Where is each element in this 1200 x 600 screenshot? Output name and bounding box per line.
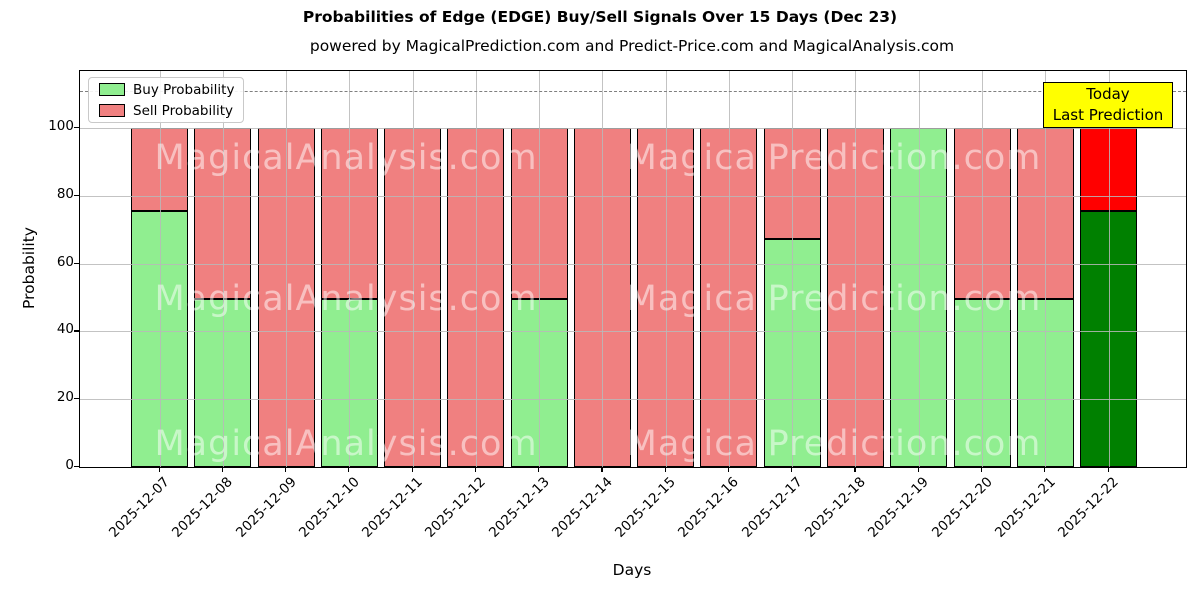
legend-label-buy: Buy Probability: [133, 81, 235, 98]
watermark-text: MagicalPrediction.com: [626, 424, 1042, 464]
plot-area: MagicalAnalysis.com MagicalPrediction.com…: [79, 70, 1187, 468]
x-tick: [854, 467, 856, 472]
x-tick-label: 2025-12-11: [359, 474, 426, 541]
x-tick-label: 2025-12-19: [865, 474, 933, 541]
x-tick-label: 2025-12-22: [1055, 474, 1122, 541]
y-tick: [74, 194, 79, 196]
x-tick: [538, 467, 540, 472]
v-gridline: [728, 71, 730, 467]
h-gridline: [80, 195, 1186, 197]
y-tick-label: 80: [56, 185, 74, 202]
v-gridline: [286, 71, 288, 467]
x-tick: [411, 467, 413, 472]
watermark-text: MagicalPrediction.com: [626, 138, 1042, 178]
x-tick-label: 2025-12-17: [738, 474, 806, 541]
y-tick-label: 20: [56, 389, 74, 406]
x-tick-label: 2025-12-09: [232, 474, 300, 541]
v-gridline: [159, 71, 161, 467]
x-tick: [917, 467, 919, 472]
threshold-dashed-line: [80, 90, 1186, 92]
v-gridline: [792, 71, 794, 467]
x-tick: [981, 467, 983, 472]
h-gridline: [80, 263, 1186, 265]
y-tick-label: 60: [56, 253, 74, 270]
today-annotation-line2: Last Prediction: [1052, 106, 1164, 124]
y-tick: [74, 466, 79, 468]
v-gridline: [349, 71, 351, 467]
buy-swatch-icon: [99, 83, 125, 96]
x-tick-label: 2025-12-12: [422, 474, 490, 541]
x-tick-label: 2025-12-21: [991, 474, 1059, 541]
h-gridline: [80, 399, 1186, 401]
v-gridline: [982, 71, 983, 467]
x-tick: [221, 467, 223, 472]
x-tick: [158, 467, 160, 472]
x-tick-label: 2025-12-14: [548, 474, 616, 541]
legend-item-sell: Sell Probability: [99, 103, 233, 119]
y-tick: [74, 127, 79, 129]
today-annotation: Today Last Prediction: [1043, 82, 1173, 128]
x-tick: [791, 467, 793, 472]
v-gridline: [539, 71, 541, 467]
v-gridline: [855, 71, 857, 467]
y-tick: [74, 262, 79, 264]
v-gridline: [1108, 71, 1110, 467]
legend: Buy Probability Sell Probability: [88, 77, 244, 123]
watermark-text: MagicalAnalysis.com: [154, 279, 538, 319]
legend-label-sell: Sell Probability: [133, 102, 234, 119]
watermark-text: MagicalAnalysis.com: [154, 138, 538, 178]
x-tick-label: 2025-12-08: [169, 474, 237, 541]
legend-item-buy: Buy Probability: [99, 81, 235, 98]
x-tick: [727, 467, 730, 472]
v-gridline: [602, 71, 604, 467]
h-gridline: [80, 331, 1186, 333]
x-tick: [348, 467, 350, 472]
x-tick-label: 2025-12-10: [295, 474, 363, 541]
v-gridline: [665, 71, 667, 467]
x-axis-label: Days: [612, 561, 652, 579]
v-gridline: [475, 71, 477, 467]
x-tick-label: 2025-12-13: [485, 474, 553, 541]
x-tick-label: 2025-12-20: [928, 474, 996, 541]
h-gridline: [80, 128, 1186, 129]
sell-swatch-icon: [99, 104, 125, 117]
x-tick: [664, 467, 666, 472]
y-tick-label: 40: [56, 321, 74, 338]
x-tick-label: 2025-12-16: [675, 474, 743, 541]
watermark-text: MagicalPrediction.com: [626, 279, 1042, 319]
y-tick: [74, 398, 79, 400]
v-gridline: [222, 71, 224, 467]
x-tick: [1044, 467, 1046, 472]
y-tick: [74, 330, 79, 332]
x-tick-label: 2025-12-15: [612, 474, 679, 541]
y-tick-label: 0: [65, 457, 74, 473]
watermark-text: MagicalAnalysis.com: [154, 424, 538, 464]
v-gridline: [918, 71, 920, 467]
x-tick: [601, 467, 603, 472]
v-gridline: [1045, 71, 1047, 467]
x-tick-label: 2025-12-18: [801, 474, 869, 541]
x-tick-label: 2025-12-07: [106, 474, 173, 541]
x-tick: [285, 467, 287, 472]
v-gridline: [412, 71, 414, 467]
x-tick: [474, 467, 477, 472]
today-annotation-line1: Today: [1086, 85, 1130, 103]
y-tick-label: 100: [48, 118, 74, 134]
chart-title: Probabilities of Edge (EDGE) Buy/Sell Si…: [302, 8, 898, 26]
chart-subtitle: powered by MagicalPrediction.com and Pre…: [309, 37, 955, 55]
x-tick: [1107, 467, 1109, 472]
